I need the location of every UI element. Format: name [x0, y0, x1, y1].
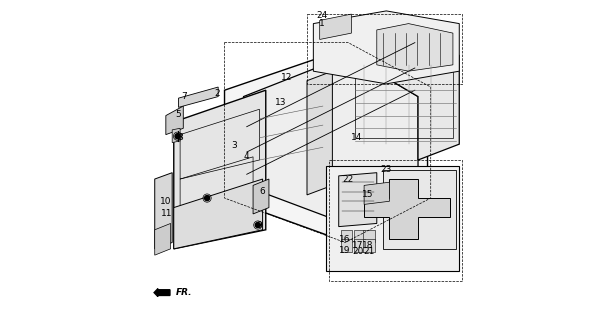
Text: 16: 16	[339, 235, 350, 244]
Text: 10: 10	[160, 197, 171, 206]
Text: 8: 8	[178, 133, 184, 142]
Polygon shape	[363, 230, 375, 243]
Polygon shape	[354, 230, 365, 243]
Polygon shape	[383, 170, 456, 249]
Text: 11: 11	[161, 209, 173, 219]
Text: 14: 14	[351, 133, 363, 142]
Text: 15: 15	[362, 190, 373, 199]
Polygon shape	[320, 14, 351, 39]
Text: 6: 6	[260, 187, 265, 196]
Polygon shape	[225, 49, 427, 239]
Circle shape	[175, 134, 180, 139]
Polygon shape	[166, 106, 184, 135]
Text: 19: 19	[339, 246, 350, 255]
Circle shape	[204, 196, 209, 201]
Text: 24: 24	[317, 11, 328, 20]
Polygon shape	[364, 182, 389, 204]
Text: 2: 2	[215, 89, 220, 98]
Text: 1: 1	[319, 19, 325, 28]
Text: 18: 18	[362, 241, 373, 250]
Polygon shape	[354, 239, 365, 252]
Text: 13: 13	[275, 99, 287, 108]
Polygon shape	[174, 179, 263, 249]
Text: FR.: FR.	[176, 288, 192, 297]
Text: 7: 7	[181, 92, 187, 101]
Text: 4: 4	[244, 152, 249, 161]
Polygon shape	[341, 239, 352, 252]
Polygon shape	[363, 239, 375, 252]
Polygon shape	[179, 87, 218, 107]
Text: 12: 12	[281, 73, 292, 82]
Polygon shape	[326, 166, 459, 271]
Polygon shape	[364, 179, 449, 239]
Polygon shape	[341, 230, 352, 243]
Polygon shape	[253, 179, 269, 214]
Circle shape	[255, 222, 260, 228]
Text: 23: 23	[380, 165, 391, 174]
Polygon shape	[174, 90, 266, 249]
Polygon shape	[377, 24, 453, 71]
Polygon shape	[244, 55, 418, 223]
Text: 21: 21	[363, 247, 375, 257]
Text: 9: 9	[256, 220, 262, 229]
Text: 3: 3	[231, 141, 237, 150]
Text: 5: 5	[176, 109, 181, 118]
Polygon shape	[172, 128, 180, 142]
Text: 17: 17	[352, 241, 363, 250]
Text: 20: 20	[352, 247, 363, 257]
Polygon shape	[155, 173, 172, 249]
Text: 22: 22	[342, 174, 353, 184]
Polygon shape	[339, 173, 377, 227]
Polygon shape	[155, 223, 171, 255]
Polygon shape	[348, 55, 459, 160]
Polygon shape	[313, 11, 459, 84]
Polygon shape	[307, 71, 332, 195]
FancyArrow shape	[154, 289, 170, 297]
